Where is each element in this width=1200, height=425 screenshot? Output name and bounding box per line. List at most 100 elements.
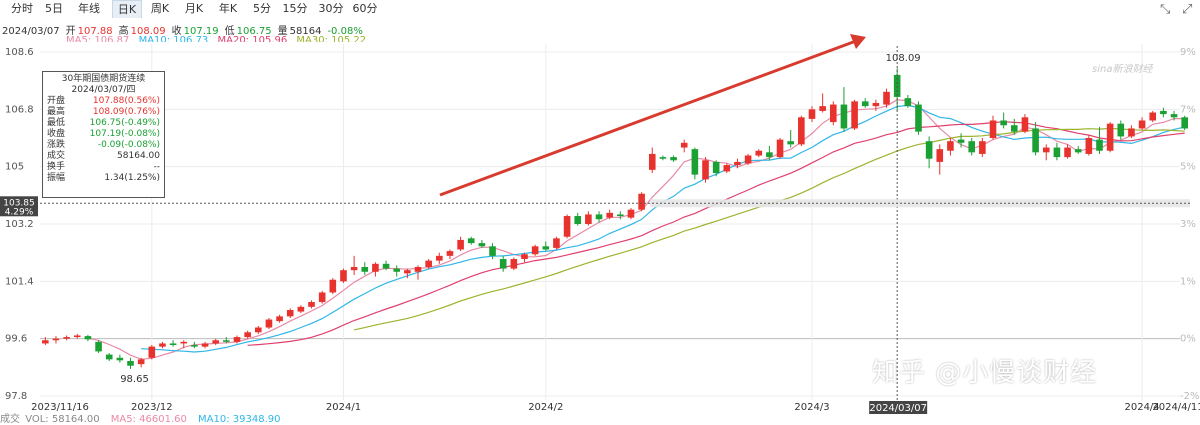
candle-down (925, 141, 933, 159)
volume-label: 成交 (0, 414, 20, 425)
collapse-icon[interactable]: ⤡ (1160, 2, 1171, 17)
candle-up (276, 316, 283, 322)
candle-up (1106, 123, 1114, 151)
candle-up (989, 120, 997, 138)
candle-down (127, 360, 134, 366)
y-tick-label: 99.6 (5, 334, 27, 345)
tooltip-date: 2024/03/07/四 (71, 85, 136, 95)
x-tick-label: 2024/2 (528, 402, 563, 413)
y-tick-label-right: 3% (1180, 219, 1196, 230)
candle-up (1085, 138, 1093, 154)
tab-8[interactable]: 15分 (282, 2, 308, 15)
ma-legend: MA5: 106.87 MA10: 106.73 MA20: 105.96 MA… (66, 35, 372, 46)
tooltip-row-value: 106.75(-0.49%) (89, 118, 160, 128)
price-info-line: 2024/03/07 开 107.88 高 108.09 收 107.19 低 106.75 量 5… (2, 22, 369, 37)
tooltip-row: 最低 106.75(-0.49%) (43, 118, 164, 129)
candle-down (595, 214, 603, 220)
candle-down (1096, 139, 1103, 151)
tab-2[interactable]: 年线 (78, 2, 100, 15)
candle-up (1149, 112, 1157, 121)
candle-down (787, 141, 794, 145)
tooltip-row-label: 开盘 (47, 96, 66, 106)
candle-up (1138, 120, 1146, 129)
candle-up (148, 346, 156, 358)
candle-up (755, 150, 763, 156)
volume-value: VOL: 58164.00 (25, 414, 100, 425)
y-tick-label-right: 1% (1180, 276, 1196, 287)
candle-up (872, 102, 880, 107)
candle-down (670, 157, 677, 161)
expand-icon[interactable]: ⤢ (1182, 2, 1193, 17)
candle-down (361, 267, 369, 272)
candle-down (915, 104, 922, 132)
tooltip-row: 开盘 107.88(0.56%) (43, 96, 164, 107)
info-high: 108.09 (130, 26, 166, 37)
candle-down (1011, 125, 1018, 132)
info-change: -0.08% (327, 26, 363, 37)
candle-up (638, 193, 645, 210)
x-tick-label: 2024/3 (794, 402, 829, 413)
volume-ma10: MA10: 39348.90 (198, 414, 281, 425)
candle-down (574, 216, 582, 224)
candle-down (1000, 120, 1007, 126)
candle-down (691, 149, 699, 175)
candle-up (1128, 128, 1135, 137)
candle-down (116, 357, 124, 361)
info-close: 107.19 (183, 26, 219, 37)
info-low-label: 低 (224, 26, 235, 37)
candle-down (105, 354, 113, 360)
candle-up (404, 270, 411, 274)
candle-up (286, 310, 294, 317)
candle-down (223, 340, 230, 342)
tab-10[interactable]: 60分 (352, 2, 378, 15)
tab-7[interactable]: 5分 (253, 2, 271, 15)
y-tick-label: 101.4 (5, 276, 34, 287)
candle-up (329, 279, 337, 293)
cursor-date: 2024/03/07 (869, 403, 927, 414)
candle-down (766, 152, 773, 158)
legend-ma5: MA5: 106.87 (66, 35, 130, 46)
candle-down (904, 98, 912, 107)
x-tick-label: 2024/4 (1124, 402, 1159, 413)
candle-up (63, 337, 70, 339)
candle-down (617, 214, 624, 217)
candle-up (457, 239, 464, 250)
tooltip-row: 换手 -- (43, 162, 164, 173)
legend-ma30: MA30: 105.22 (296, 35, 367, 46)
candle-up (73, 335, 81, 338)
candle-up (606, 212, 613, 218)
tab-3[interactable]: 日K (112, 0, 142, 18)
candle-down (489, 246, 496, 256)
candle-up (212, 340, 219, 344)
cursor-price: 103.85 (3, 198, 35, 208)
candle-up (979, 141, 986, 154)
candle-down (393, 268, 401, 272)
tooltip-row: 收盘 107.19(-0.08%) (43, 129, 164, 140)
candle-up (340, 270, 347, 282)
tab-0[interactable]: 分时 (11, 2, 33, 15)
tab-1[interactable]: 5日 (45, 2, 63, 15)
volume-legend: 成交 VOL: 58164.00 MA5: 46601.60 MA10: 393… (0, 410, 289, 425)
y-tick-label-right: 7% (1180, 104, 1196, 115)
candle-up (180, 341, 188, 344)
tooltip-row: 振幅 1.34(1.25%) (43, 173, 164, 184)
tooltip-row-value: -- (153, 162, 161, 172)
candle-up (947, 141, 954, 151)
tab-9[interactable]: 30分 (318, 2, 344, 15)
y-tick-label: 106.8 (5, 104, 34, 115)
candle-down (1160, 110, 1167, 115)
candle-up (254, 327, 262, 333)
candle-up (744, 155, 752, 164)
candle-down (95, 341, 102, 352)
info-vol-label: 量 (277, 26, 288, 37)
y-tick-label: 97.8 (5, 391, 27, 402)
candle-down (968, 141, 976, 153)
tab-5[interactable]: 月K (184, 2, 204, 15)
tab-4[interactable]: 周K (150, 2, 170, 15)
candle-down (1074, 149, 1082, 153)
tooltip-row-value: -0.09(-0.08%) (97, 140, 160, 150)
candle-down (1117, 123, 1125, 137)
candle-up (265, 319, 273, 328)
tab-6[interactable]: 年K (218, 2, 238, 15)
